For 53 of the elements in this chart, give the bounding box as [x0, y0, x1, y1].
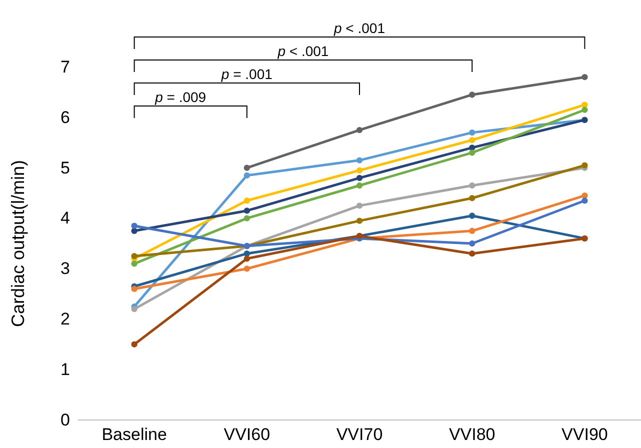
annotation: p = .009	[154, 89, 206, 105]
point	[469, 92, 476, 98]
point	[131, 222, 138, 229]
y-tick-label: 4	[60, 208, 70, 228]
point	[582, 74, 588, 80]
point	[244, 215, 250, 222]
point	[244, 256, 250, 262]
point	[244, 164, 250, 171]
point	[356, 167, 363, 174]
x-tick-label: VVI90	[562, 425, 608, 444]
point	[582, 162, 588, 168]
x-tick-label: Baseline	[102, 425, 167, 444]
x-tick-label: VVI80	[448, 425, 496, 444]
y-tick-label: 6	[60, 108, 70, 127]
y-axis-title: Cardiac output(l/min)	[8, 160, 28, 328]
point	[582, 198, 588, 204]
point	[244, 208, 250, 214]
text: p < .001	[333, 20, 386, 36]
point	[244, 172, 250, 179]
point	[356, 174, 363, 182]
point	[356, 202, 363, 209]
y-tick-label: 2	[60, 310, 70, 329]
point	[469, 240, 476, 247]
point	[131, 341, 138, 348]
y-tick-label: 3	[60, 259, 70, 278]
point	[469, 195, 476, 202]
y-tick-label: 0	[60, 410, 70, 430]
y-tick-label: 7	[60, 57, 70, 76]
annotation: p = .001	[220, 66, 273, 82]
point	[131, 286, 138, 292]
point	[469, 150, 476, 156]
point	[469, 250, 476, 257]
point	[469, 228, 476, 234]
point	[131, 260, 138, 267]
point	[469, 182, 476, 189]
point	[244, 250, 250, 257]
point	[356, 157, 363, 164]
point	[356, 182, 363, 189]
x-tick-label: VVI70	[336, 425, 383, 444]
y-tick-label: 5	[60, 158, 70, 178]
x-tick-label: VVI60	[224, 425, 270, 444]
point	[582, 106, 588, 113]
text: p < .001	[276, 43, 329, 59]
point	[131, 306, 138, 312]
point	[244, 266, 250, 272]
point	[244, 198, 250, 204]
point	[469, 212, 476, 219]
point	[356, 218, 363, 224]
point	[356, 126, 363, 134]
point	[469, 129, 476, 136]
y-tick-label: 1	[60, 360, 70, 380]
point	[131, 253, 138, 260]
point	[469, 137, 476, 144]
